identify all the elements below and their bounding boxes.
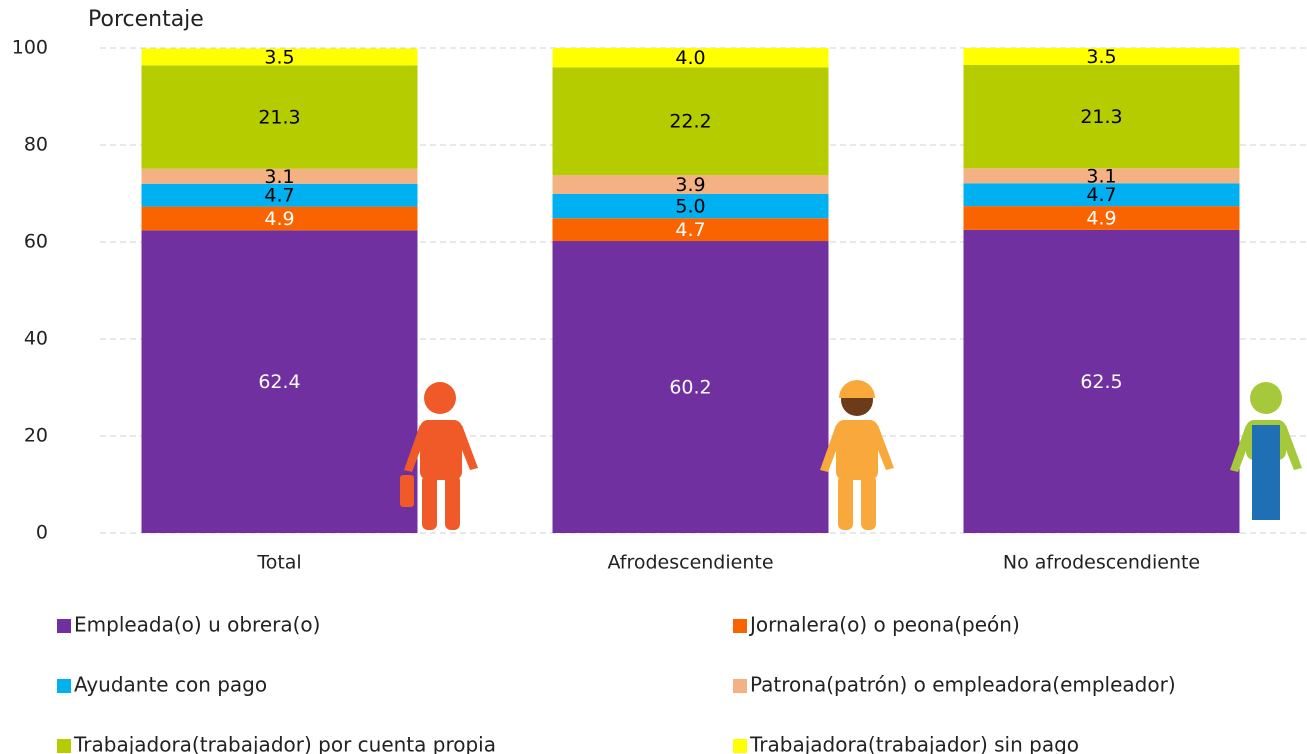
y-tick-label: 100 (12, 37, 48, 59)
value-label: 4.9 (1086, 207, 1116, 229)
person-icon (1230, 382, 1302, 520)
value-label: 4.7 (264, 185, 294, 207)
y-tick-label: 40 (24, 328, 48, 350)
value-label: 3.5 (264, 46, 294, 68)
y-tick-label: 80 (24, 134, 48, 156)
value-label: 3.1 (264, 166, 294, 188)
value-label: 22.2 (669, 111, 711, 133)
person-icon (820, 380, 894, 530)
legend-label: Trabajadora(trabajador) por cuenta propi… (73, 733, 496, 754)
value-label: 3.9 (675, 174, 705, 196)
legend-swatch (733, 679, 747, 693)
value-label: 3.1 (1086, 165, 1116, 187)
value-label: 4.0 (675, 47, 705, 69)
value-label: 4.7 (675, 219, 705, 241)
x-tick-label: No afrodescendiente (1003, 552, 1200, 574)
chart: Porcentaje 020406080100Total62.44.94.73.… (0, 0, 1307, 754)
legend-label: Ayudante con pago (74, 673, 267, 697)
legend-swatch (57, 619, 71, 633)
value-label: 21.3 (258, 107, 300, 129)
legend-swatch (57, 739, 71, 753)
legend-label: Trabajadora(trabajador) sin pago (749, 733, 1079, 754)
value-label: 60.2 (669, 377, 711, 399)
legend-label: Jornalera(o) o peona(peón) (748, 613, 1020, 637)
value-label: 4.7 (1086, 184, 1116, 206)
value-label: 5.0 (675, 196, 705, 218)
y-tick-label: 60 (24, 231, 48, 253)
legend-swatch (57, 679, 71, 693)
value-label: 62.5 (1080, 371, 1122, 393)
legend-label: Patrona(patrón) o empleadora(empleador) (750, 673, 1176, 697)
value-label: 21.3 (1080, 106, 1122, 128)
legend-label: Empleada(o) u obrera(o) (74, 613, 320, 637)
value-label: 3.5 (1086, 46, 1116, 68)
legend-swatch (733, 619, 747, 633)
y-tick-label: 0 (36, 522, 48, 544)
value-label: 4.9 (264, 208, 294, 230)
y-tick-label: 20 (24, 425, 48, 447)
y-axis-title: Porcentaje (88, 7, 204, 32)
value-label: 62.4 (258, 371, 300, 393)
x-tick-label: Total (256, 552, 301, 574)
x-tick-label: Afrodescendiente (607, 552, 773, 574)
legend-swatch (733, 739, 747, 753)
